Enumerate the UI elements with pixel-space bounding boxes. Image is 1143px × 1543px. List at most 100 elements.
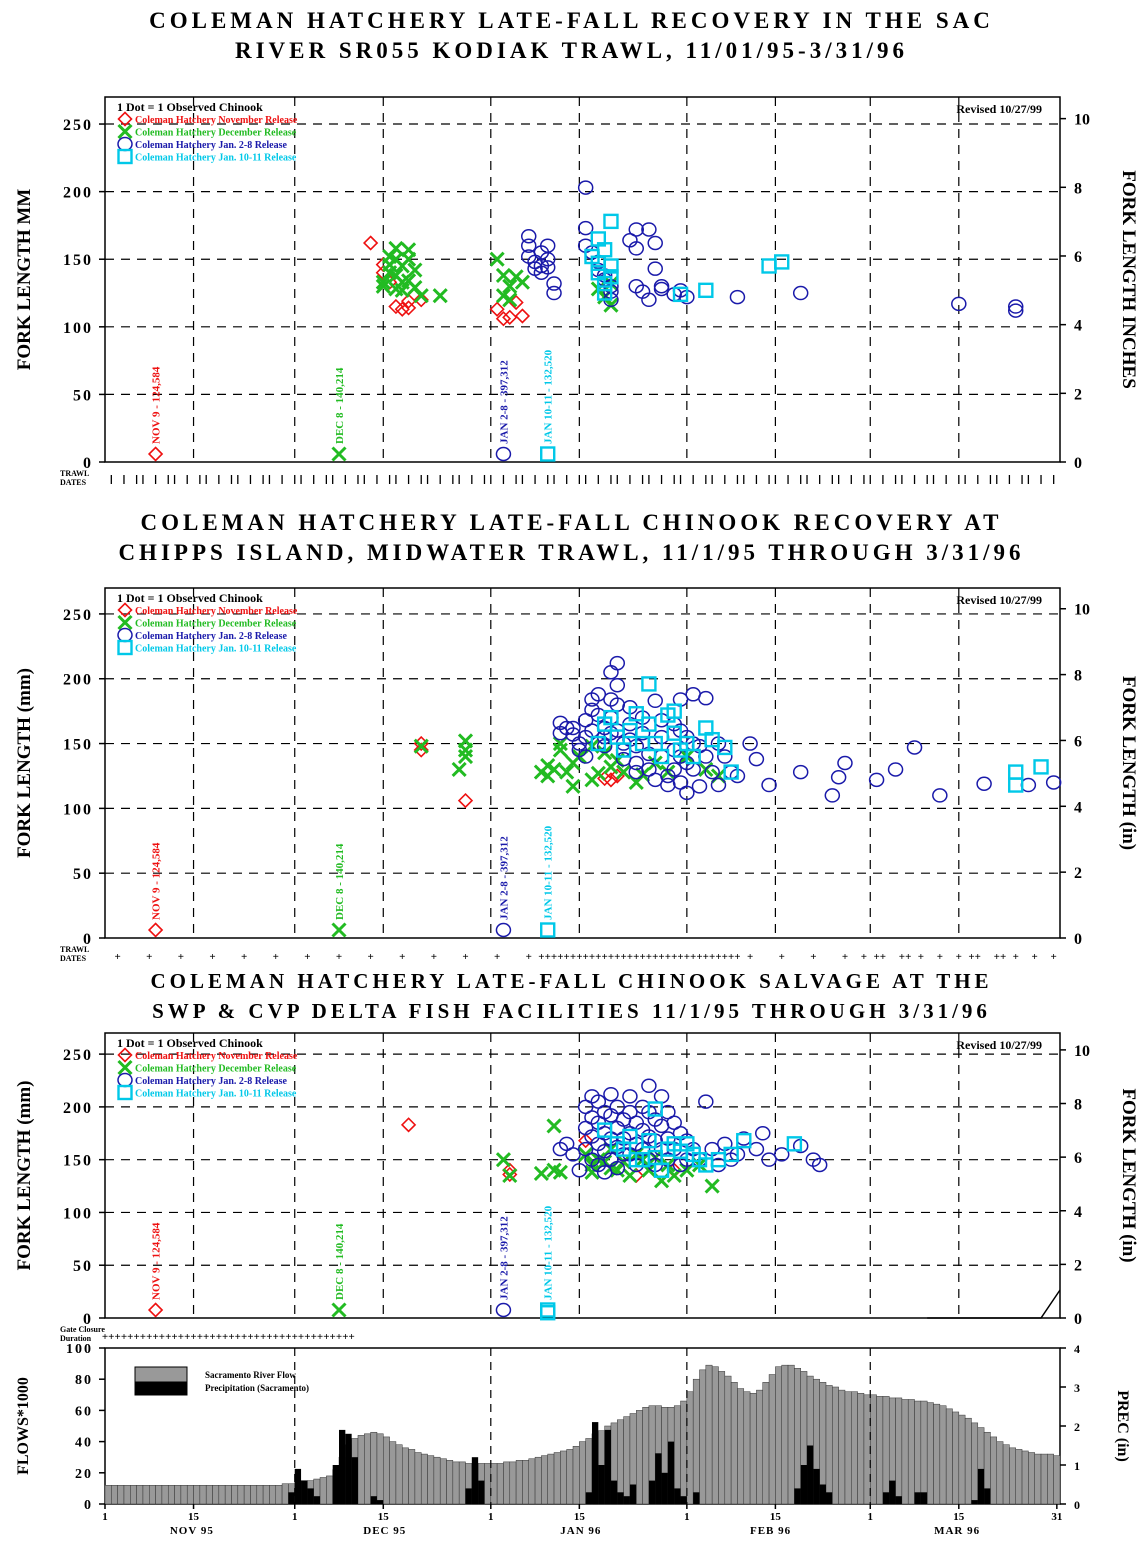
y-tick-label: 200 bbox=[63, 185, 93, 202]
y-tick-label: 250 bbox=[63, 117, 93, 134]
x-month-label: JAN 96 bbox=[560, 1525, 601, 1537]
flow-bar bbox=[711, 1366, 719, 1505]
precip-bar bbox=[895, 1496, 902, 1504]
flow-bar bbox=[541, 1455, 548, 1505]
flow-bar bbox=[1009, 1447, 1016, 1505]
flow-bar bbox=[319, 1477, 327, 1505]
y2-tick-label: 8 bbox=[1074, 1097, 1082, 1114]
data-point bbox=[691, 779, 708, 794]
flow-bar bbox=[281, 1483, 289, 1505]
trawl-mark: + bbox=[899, 951, 905, 963]
trawl-mark: + bbox=[304, 951, 310, 963]
gate-closure-mark: + bbox=[209, 1331, 215, 1343]
data-point bbox=[792, 764, 809, 780]
flow-bar bbox=[503, 1461, 511, 1505]
data-point bbox=[603, 213, 619, 230]
flow-bar bbox=[768, 1374, 776, 1505]
precip-bar bbox=[920, 1492, 928, 1504]
data-point bbox=[520, 228, 537, 244]
legend-marker bbox=[117, 136, 133, 152]
trawl-mark: + bbox=[677, 951, 683, 963]
legend-marker bbox=[117, 123, 133, 140]
trawl-mark: + bbox=[842, 951, 848, 963]
precip-bar bbox=[648, 1480, 656, 1504]
data-point bbox=[609, 1099, 626, 1115]
trawl-mark: + bbox=[595, 951, 601, 963]
flow-bar bbox=[490, 1463, 498, 1505]
trawl-mark: + bbox=[709, 951, 715, 963]
precip-bar bbox=[307, 1488, 314, 1504]
flow-bar bbox=[111, 1485, 118, 1505]
data-point bbox=[514, 274, 530, 290]
precip-bar bbox=[301, 1480, 308, 1504]
trawl-mark: + bbox=[665, 951, 671, 963]
flow-bar bbox=[617, 1419, 624, 1505]
legend-marker bbox=[117, 148, 133, 165]
flow-bar bbox=[212, 1485, 220, 1505]
flow-bar bbox=[1028, 1452, 1035, 1505]
data-point bbox=[514, 308, 531, 324]
data-point bbox=[754, 1126, 771, 1141]
flow-bar bbox=[781, 1364, 789, 1505]
y2-tick-label: 4 bbox=[1074, 318, 1082, 335]
y2-tick-label: 4 bbox=[1074, 1342, 1080, 1356]
flow-bar bbox=[402, 1447, 409, 1505]
trawl-mark: + bbox=[937, 951, 943, 963]
data-point bbox=[641, 1078, 657, 1094]
trawl-mark: + bbox=[690, 951, 696, 963]
y2-axis-label: PREC (in) bbox=[1114, 1390, 1131, 1462]
y-axis-label: FORK LENGTH (mm) bbox=[14, 1081, 35, 1271]
data-point bbox=[546, 285, 562, 301]
data-point bbox=[590, 765, 606, 781]
trawl-label: TRAWL bbox=[60, 945, 89, 954]
data-point bbox=[546, 761, 562, 778]
trawl-mark: + bbox=[956, 951, 962, 963]
gate-closure-mark: + bbox=[159, 1331, 165, 1343]
flow-bar bbox=[446, 1460, 454, 1505]
flow-bar bbox=[357, 1435, 365, 1505]
precip-bar bbox=[889, 1480, 896, 1504]
trawl-mark: + bbox=[1051, 951, 1057, 963]
x-month-label: MAR 96 bbox=[934, 1525, 980, 1537]
legend-note: 1 Dot = 1 Observed Chinook bbox=[117, 100, 263, 114]
flow-bar bbox=[863, 1394, 871, 1505]
gate-closure-mark: + bbox=[121, 1331, 127, 1343]
data-point bbox=[704, 764, 720, 780]
data-point bbox=[647, 1101, 663, 1117]
flow-bar bbox=[939, 1405, 947, 1505]
data-point bbox=[666, 725, 682, 741]
gate-closure-mark: + bbox=[140, 1331, 146, 1343]
precip-bar bbox=[882, 1492, 890, 1504]
gate-closure-mark: + bbox=[285, 1331, 291, 1343]
x-month-label: DEC 95 bbox=[363, 1525, 406, 1537]
gate-closure-mark: + bbox=[146, 1331, 152, 1343]
flow-bar bbox=[857, 1392, 865, 1505]
y-tick-label: 150 bbox=[63, 737, 93, 754]
precip-bar bbox=[819, 1484, 826, 1504]
flow-bar bbox=[142, 1485, 150, 1505]
flow-bar bbox=[579, 1441, 586, 1505]
flow-bar bbox=[699, 1369, 707, 1505]
y2-tick-label: 3 bbox=[1074, 1381, 1080, 1395]
data-point bbox=[539, 260, 556, 275]
data-point bbox=[603, 269, 619, 285]
precip-bar bbox=[617, 1492, 624, 1504]
data-point bbox=[653, 1162, 670, 1178]
data-point bbox=[552, 735, 568, 752]
trawl-mark: + bbox=[918, 951, 924, 963]
data-point bbox=[432, 288, 448, 304]
legend-marker bbox=[117, 1059, 133, 1076]
legend-label: Coleman Hatchery December Release bbox=[135, 619, 297, 630]
y2-tick-label: 2 bbox=[1074, 1420, 1080, 1434]
trawl-mark: + bbox=[273, 951, 279, 963]
x-tick-label: 15 bbox=[770, 1511, 782, 1523]
data-point bbox=[653, 1089, 670, 1104]
data-point bbox=[653, 281, 670, 297]
flow-bar bbox=[395, 1444, 403, 1505]
flow-bar bbox=[680, 1400, 688, 1505]
data-point bbox=[647, 693, 663, 709]
flow-bar bbox=[844, 1391, 852, 1505]
data-point bbox=[388, 298, 404, 315]
y-tick-label: 0 bbox=[83, 455, 93, 472]
